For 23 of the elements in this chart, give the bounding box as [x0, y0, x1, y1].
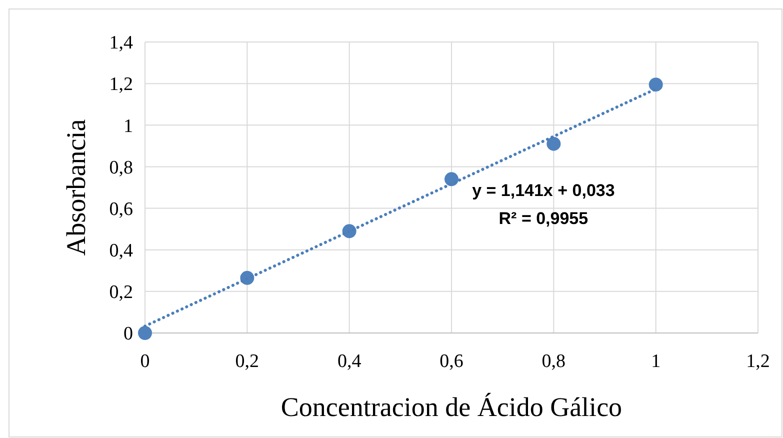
y-tick-label: 1,2 [109, 74, 133, 96]
x-tick-label: 0,6 [440, 351, 464, 372]
annotation: R² = 0,9955 [498, 208, 588, 228]
point [138, 326, 152, 340]
x-axis-title: Concentracion de Ácido Gálico [280, 392, 622, 422]
x-tick-label: 0,2 [235, 351, 260, 372]
y-tick-label: 1 [124, 116, 133, 137]
point [546, 136, 561, 151]
y-tick-label: 0 [124, 324, 133, 345]
annotation: y = 1,141x + 0,033 [472, 180, 615, 200]
y-tick-label: 0,4 [109, 240, 134, 262]
x-tick-label: 0 [140, 351, 150, 372]
x-tick-label: 1,2 [746, 351, 770, 372]
y-tick-label: 0,8 [109, 157, 133, 178]
x-tick-label: 1 [651, 351, 661, 372]
y-tick-label: 0,6 [109, 198, 133, 220]
y-axis-title: Absorbancia [61, 119, 91, 256]
point [648, 78, 663, 92]
y-tick-label: 1,4 [109, 32, 134, 54]
x-tick-label: 0,8 [542, 351, 566, 372]
y-tick-label: 0,2 [109, 282, 133, 304]
x-tick-label: 0,4 [337, 351, 362, 372]
point [444, 172, 458, 186]
